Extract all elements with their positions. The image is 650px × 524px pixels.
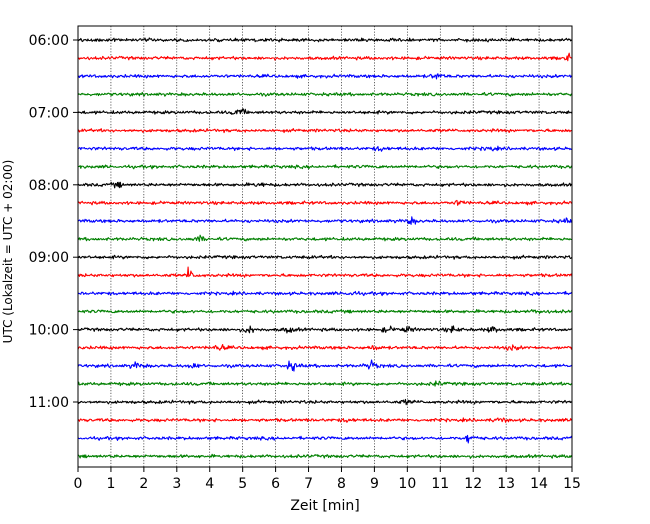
seismogram-trace xyxy=(77,234,573,242)
y-axis-ticks: 06:00 07:00 08:00 09:00 10:00 11:00 xyxy=(29,33,78,411)
y-tick-label: 10:00 xyxy=(29,323,69,339)
seismogram-trace xyxy=(77,290,573,297)
seismogram-trace xyxy=(77,37,573,43)
plot-frame xyxy=(77,25,573,468)
x-tick-label: 7 xyxy=(304,476,313,492)
seismogram-trace xyxy=(77,181,573,189)
grid-layer xyxy=(110,26,540,467)
x-tick-label: 0 xyxy=(74,476,83,492)
seismogram-trace xyxy=(77,73,573,80)
y-tick-label: 07:00 xyxy=(29,105,69,121)
seismogram-trace xyxy=(77,325,573,334)
trace-layer xyxy=(77,37,573,459)
seismogram-trace xyxy=(77,398,573,406)
x-tick-label: 8 xyxy=(337,476,346,492)
seismogram-trace xyxy=(77,434,573,444)
x-tick-label: 15 xyxy=(563,476,581,492)
y-tick-label: 09:00 xyxy=(29,250,69,266)
x-tick-label: 6 xyxy=(271,476,280,492)
y-axis-label: UTC (Lokalzeit = UTC + 02:00) xyxy=(1,160,15,344)
seismogram-trace xyxy=(77,52,573,62)
seismogram-trace xyxy=(77,359,573,372)
seismogram-trace xyxy=(77,343,573,351)
seismogram-trace xyxy=(77,453,573,459)
seismogram-trace xyxy=(77,91,573,97)
x-tick-label: 4 xyxy=(205,476,214,492)
x-tick-label: 1 xyxy=(106,476,115,492)
x-tick-label: 13 xyxy=(497,476,515,492)
x-tick-label: 11 xyxy=(431,476,449,492)
x-axis-ticks: 0 1 2 3 4 5 6 7 8 9 10 11 12 13 14 15 xyxy=(74,467,581,492)
x-axis-label: Zeit [min] xyxy=(290,498,359,514)
y-tick-label: 11:00 xyxy=(29,395,69,411)
seismogram-trace xyxy=(77,266,573,278)
x-tick-label: 5 xyxy=(238,476,247,492)
seismogram-trace xyxy=(77,127,573,134)
seismogram-trace xyxy=(77,254,573,260)
x-tick-label: 3 xyxy=(172,476,181,492)
x-tick-label: 12 xyxy=(464,476,482,492)
seismogram-trace xyxy=(77,164,573,170)
seismogram-trace xyxy=(77,380,573,387)
seismogram-trace xyxy=(77,216,573,225)
x-tick-label: 2 xyxy=(139,476,148,492)
seismogram-trace xyxy=(77,145,573,152)
y-tick-label: 08:00 xyxy=(29,178,69,194)
seismogram-trace xyxy=(77,417,573,423)
y-tick-label: 06:00 xyxy=(29,33,69,49)
seismogram-trace xyxy=(77,199,573,206)
x-tick-label: 10 xyxy=(398,476,416,492)
x-tick-label: 14 xyxy=(530,476,548,492)
x-tick-label: 9 xyxy=(370,476,379,492)
seismogram-trace xyxy=(77,108,573,115)
seismogram-trace xyxy=(77,308,573,315)
